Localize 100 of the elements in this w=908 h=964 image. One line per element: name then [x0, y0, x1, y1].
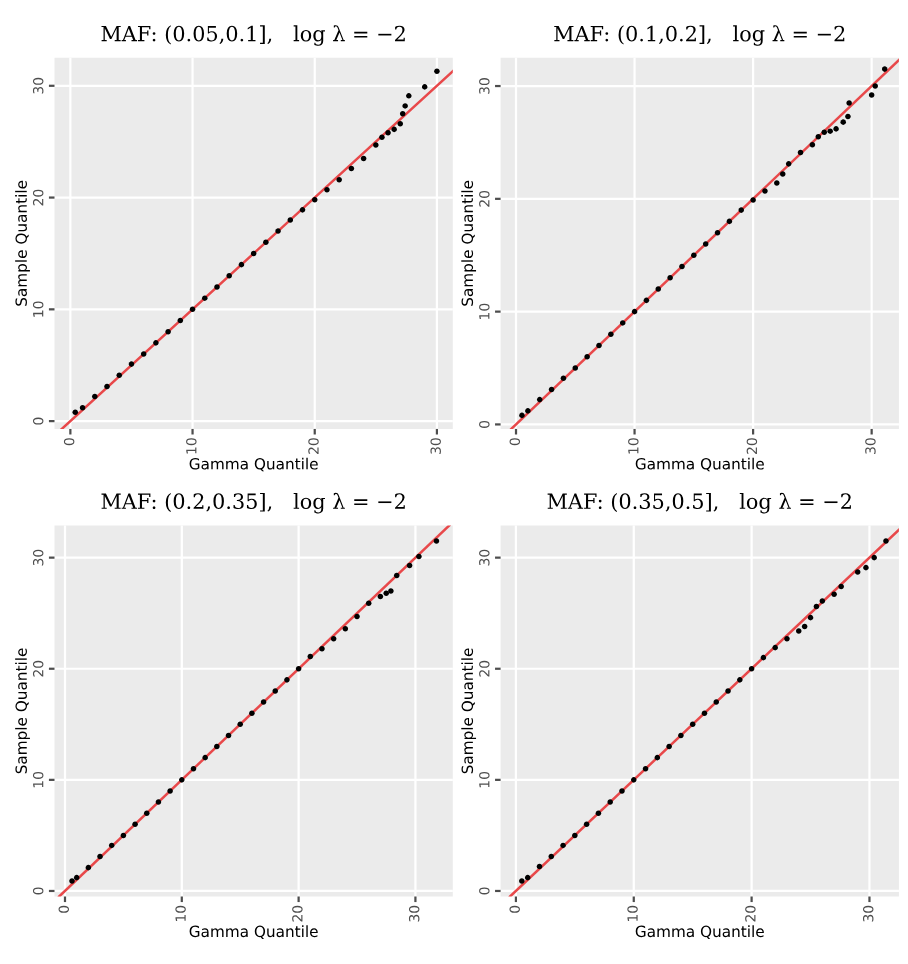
point [525, 408, 531, 414]
point [399, 110, 406, 117]
point [153, 340, 159, 346]
point [737, 677, 743, 683]
point [596, 342, 602, 349]
point [679, 263, 685, 270]
point [179, 777, 185, 783]
point [237, 721, 243, 728]
point [666, 743, 672, 750]
point [201, 295, 208, 301]
point [177, 317, 184, 324]
point [108, 842, 115, 849]
point [583, 821, 590, 828]
point [833, 126, 839, 132]
point [560, 842, 566, 849]
point [784, 635, 790, 642]
point [238, 261, 245, 268]
point [73, 874, 80, 881]
point [92, 393, 98, 400]
point [393, 572, 400, 579]
point [360, 155, 367, 162]
point [872, 83, 878, 89]
point [813, 603, 820, 610]
point [165, 328, 171, 335]
point [519, 412, 525, 419]
point [385, 129, 391, 136]
point [132, 821, 138, 828]
point [831, 591, 837, 598]
point [72, 409, 79, 415]
chart-title: MAF: (0.1,0.2], log λ = −2 [554, 25, 845, 46]
point [311, 197, 318, 203]
point [725, 688, 731, 694]
point [336, 176, 342, 183]
point [416, 553, 422, 560]
point [379, 134, 385, 140]
point [774, 180, 780, 186]
point [630, 777, 637, 783]
point [249, 710, 255, 716]
point [155, 799, 162, 805]
point [391, 126, 397, 133]
point [167, 788, 173, 794]
point [840, 119, 846, 125]
point [807, 614, 814, 621]
point [883, 538, 889, 544]
point [714, 229, 721, 236]
point [524, 874, 531, 881]
point [226, 273, 232, 279]
point [388, 588, 394, 594]
point [406, 93, 412, 99]
point [608, 331, 614, 337]
point [189, 306, 196, 313]
point [762, 188, 768, 194]
point [854, 569, 861, 575]
chart-title: MAF: (0.35,0.5], log λ = −2 [547, 492, 851, 514]
point [365, 600, 372, 606]
point [69, 878, 75, 884]
point [738, 207, 745, 213]
point [654, 754, 661, 761]
point [560, 375, 567, 381]
point [795, 628, 802, 634]
point [263, 239, 269, 246]
point [397, 121, 404, 127]
point [406, 562, 413, 569]
point [871, 554, 877, 561]
point [584, 353, 590, 360]
point [838, 583, 844, 590]
point [284, 677, 290, 683]
point [319, 645, 325, 652]
point [104, 383, 110, 390]
point [619, 788, 625, 794]
point [287, 217, 294, 223]
point [272, 688, 279, 694]
point [797, 149, 804, 156]
point [120, 832, 127, 839]
point [330, 635, 337, 642]
point [295, 665, 302, 672]
point [342, 625, 349, 632]
point [214, 743, 220, 750]
point [214, 284, 220, 290]
point [383, 590, 389, 596]
point [225, 732, 232, 739]
point [572, 365, 579, 371]
point [434, 68, 440, 75]
point [815, 134, 822, 140]
point [691, 252, 697, 259]
point [667, 275, 673, 281]
point [619, 320, 626, 326]
point [373, 142, 379, 148]
point [324, 186, 330, 193]
point [785, 161, 792, 167]
point [821, 129, 828, 136]
point [863, 564, 869, 571]
point [801, 623, 808, 630]
point [128, 361, 135, 367]
point [779, 171, 786, 177]
point [402, 103, 408, 109]
point [143, 810, 150, 816]
point [631, 308, 638, 315]
point [348, 165, 355, 172]
point [713, 699, 720, 705]
